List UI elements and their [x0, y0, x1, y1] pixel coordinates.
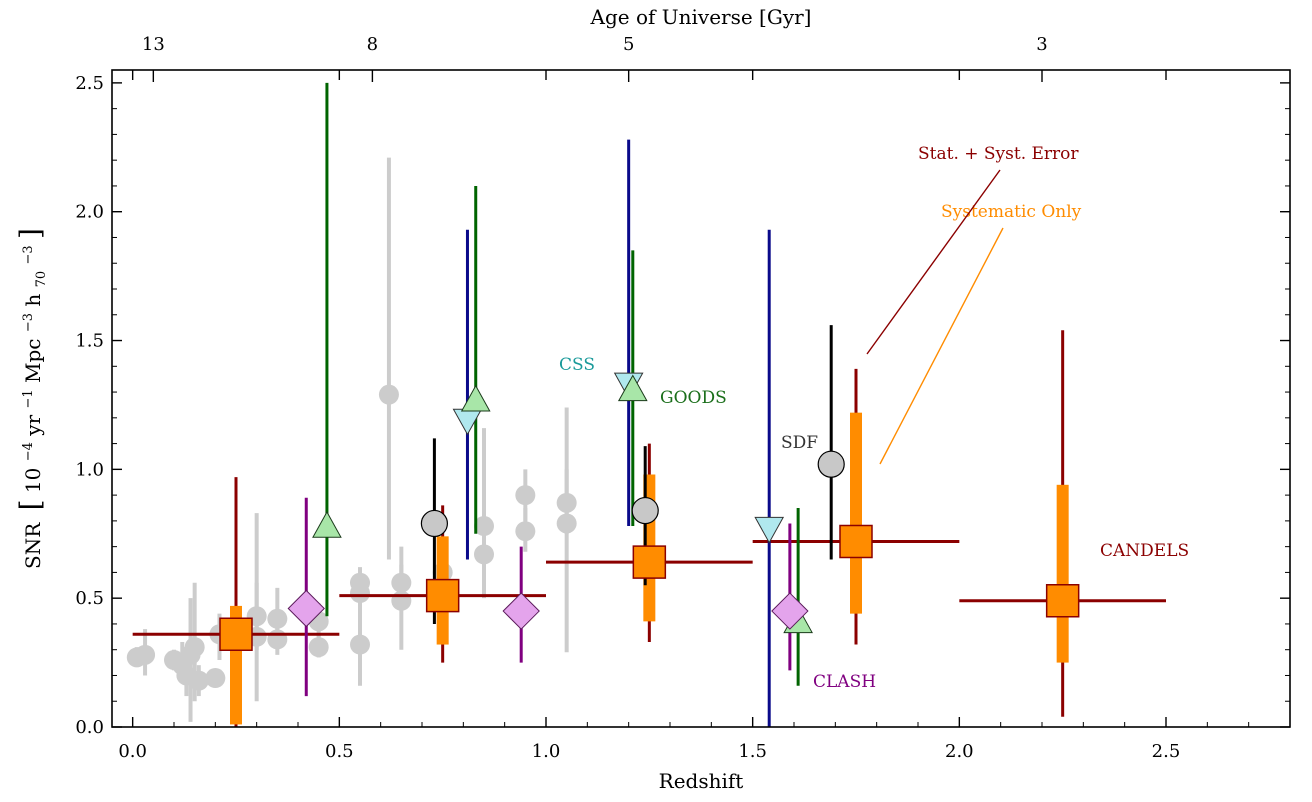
literature-point [556, 492, 577, 513]
y-axis-bracket-open: [ [14, 499, 47, 510]
y-axis-bracket-close: ] [14, 228, 47, 239]
top-tick-label: 5 [623, 34, 634, 55]
goods-point [617, 374, 648, 402]
literature-point [267, 608, 288, 629]
x-tick-label: 1.0 [532, 741, 561, 762]
candels-syst-errorbar [850, 412, 862, 614]
candels-point [1045, 584, 1080, 618]
x-tick-label: 1.5 [738, 741, 767, 762]
css-annotation: CSS [559, 355, 595, 375]
y-tick-label: 2.5 [75, 73, 104, 94]
candels-annotation: CANDELS [1100, 541, 1189, 561]
syst-only-annotation: Systematic Only [941, 202, 1082, 222]
literature-point [515, 485, 536, 506]
x-tick-label: 2.5 [1152, 741, 1181, 762]
y-tick-label: 1.0 [75, 459, 104, 480]
y-tick-label: 1.5 [75, 331, 104, 352]
candels-point [219, 617, 253, 651]
y-axis-unit-d: h [21, 294, 45, 307]
y-axis-unit-a: 10 [21, 468, 45, 493]
literature-point [350, 583, 370, 604]
literature-point [350, 634, 370, 655]
syst-only-pointer [879, 227, 1004, 465]
candels-point [839, 524, 873, 559]
plot-marks [126, 82, 1166, 727]
sdf-point [420, 509, 448, 538]
top-tick-label: 3 [1036, 34, 1047, 55]
literature-point [135, 644, 156, 665]
literature-point [474, 516, 494, 537]
literature-point [308, 637, 329, 658]
candels-point [425, 578, 460, 613]
candels-syst-errorbar [1056, 484, 1069, 663]
sdf-point [631, 496, 659, 525]
literature-point [184, 637, 205, 658]
literature-point [556, 513, 577, 534]
y-axis-title-prefix: SNR [21, 522, 45, 569]
literature-point [515, 521, 536, 542]
clash-point [287, 589, 325, 628]
top-axis-title: Age of Universe [Gyr] [590, 5, 812, 29]
y-axis-title: SNR [ 10 −4 yr −1 Mpc −3 h 70 −3 ] [13, 228, 50, 569]
y-axis-sub-d: 70 [34, 271, 49, 288]
literature-point [188, 670, 209, 691]
top-tick-label: 8 [367, 34, 378, 55]
goods-point [312, 511, 342, 538]
top-tick-label: 13 [142, 34, 165, 55]
clash-point [502, 592, 540, 630]
x-tick-label: 2.0 [945, 741, 974, 762]
x-tick-label: 0.0 [118, 741, 147, 762]
annotations: CSS GOODS SDF CLASH CANDELS Stat. + Syst. Err… [559, 144, 1189, 692]
literature-point [391, 572, 412, 593]
y-axis-exp-b: −1 [21, 389, 36, 408]
sdf-annotation: SDF [781, 433, 818, 453]
x-tick-label: 0.5 [325, 741, 354, 762]
y-axis-exp-a: −4 [21, 442, 36, 461]
y-tick-label: 0.5 [75, 588, 104, 609]
literature-point [391, 590, 412, 611]
stat-syst-pointer [866, 169, 1001, 355]
y-tick-label: 0.0 [75, 717, 104, 738]
literature-point [205, 668, 226, 689]
literature-point [474, 544, 494, 565]
y-axis-exp-d: −3 [21, 245, 36, 264]
axes: 0.0 0.5 1.0 1.5 2.0 2.5 0.0 0.5 1.0 1.5 2.0 2.5 13 8 5… [75, 34, 1291, 762]
axis-ticks: 0.0 0.5 1.0 1.5 2.0 2.5 0.0 0.5 1.0 1.5 2.0 2.5 13 8 5… [75, 34, 1290, 762]
candels-point [632, 545, 667, 579]
css-point [754, 516, 785, 544]
literature-point [267, 629, 288, 650]
goods-annotation: GOODS [660, 388, 727, 408]
plot-frame [111, 69, 1291, 728]
goods-point [460, 384, 491, 412]
sdf-point [817, 450, 845, 478]
x-axis-title: Redshift [659, 769, 744, 793]
clash-point [771, 592, 809, 630]
stat-syst-annotation: Stat. + Syst. Error [918, 144, 1079, 164]
clash-annotation: CLASH [813, 672, 876, 692]
y-tick-label: 2.0 [75, 202, 104, 223]
y-axis-exp-c: −3 [21, 313, 36, 332]
y-axis-unit-b: yr [21, 414, 45, 436]
css-point [452, 408, 483, 436]
svg-text:SNR [ 10 −4: SNR [ 10 −4 yr −1 Mpc −3 h 70 −3 ] [13, 228, 50, 569]
y-axis-unit-c: Mpc [21, 339, 45, 383]
literature-point [378, 384, 399, 405]
